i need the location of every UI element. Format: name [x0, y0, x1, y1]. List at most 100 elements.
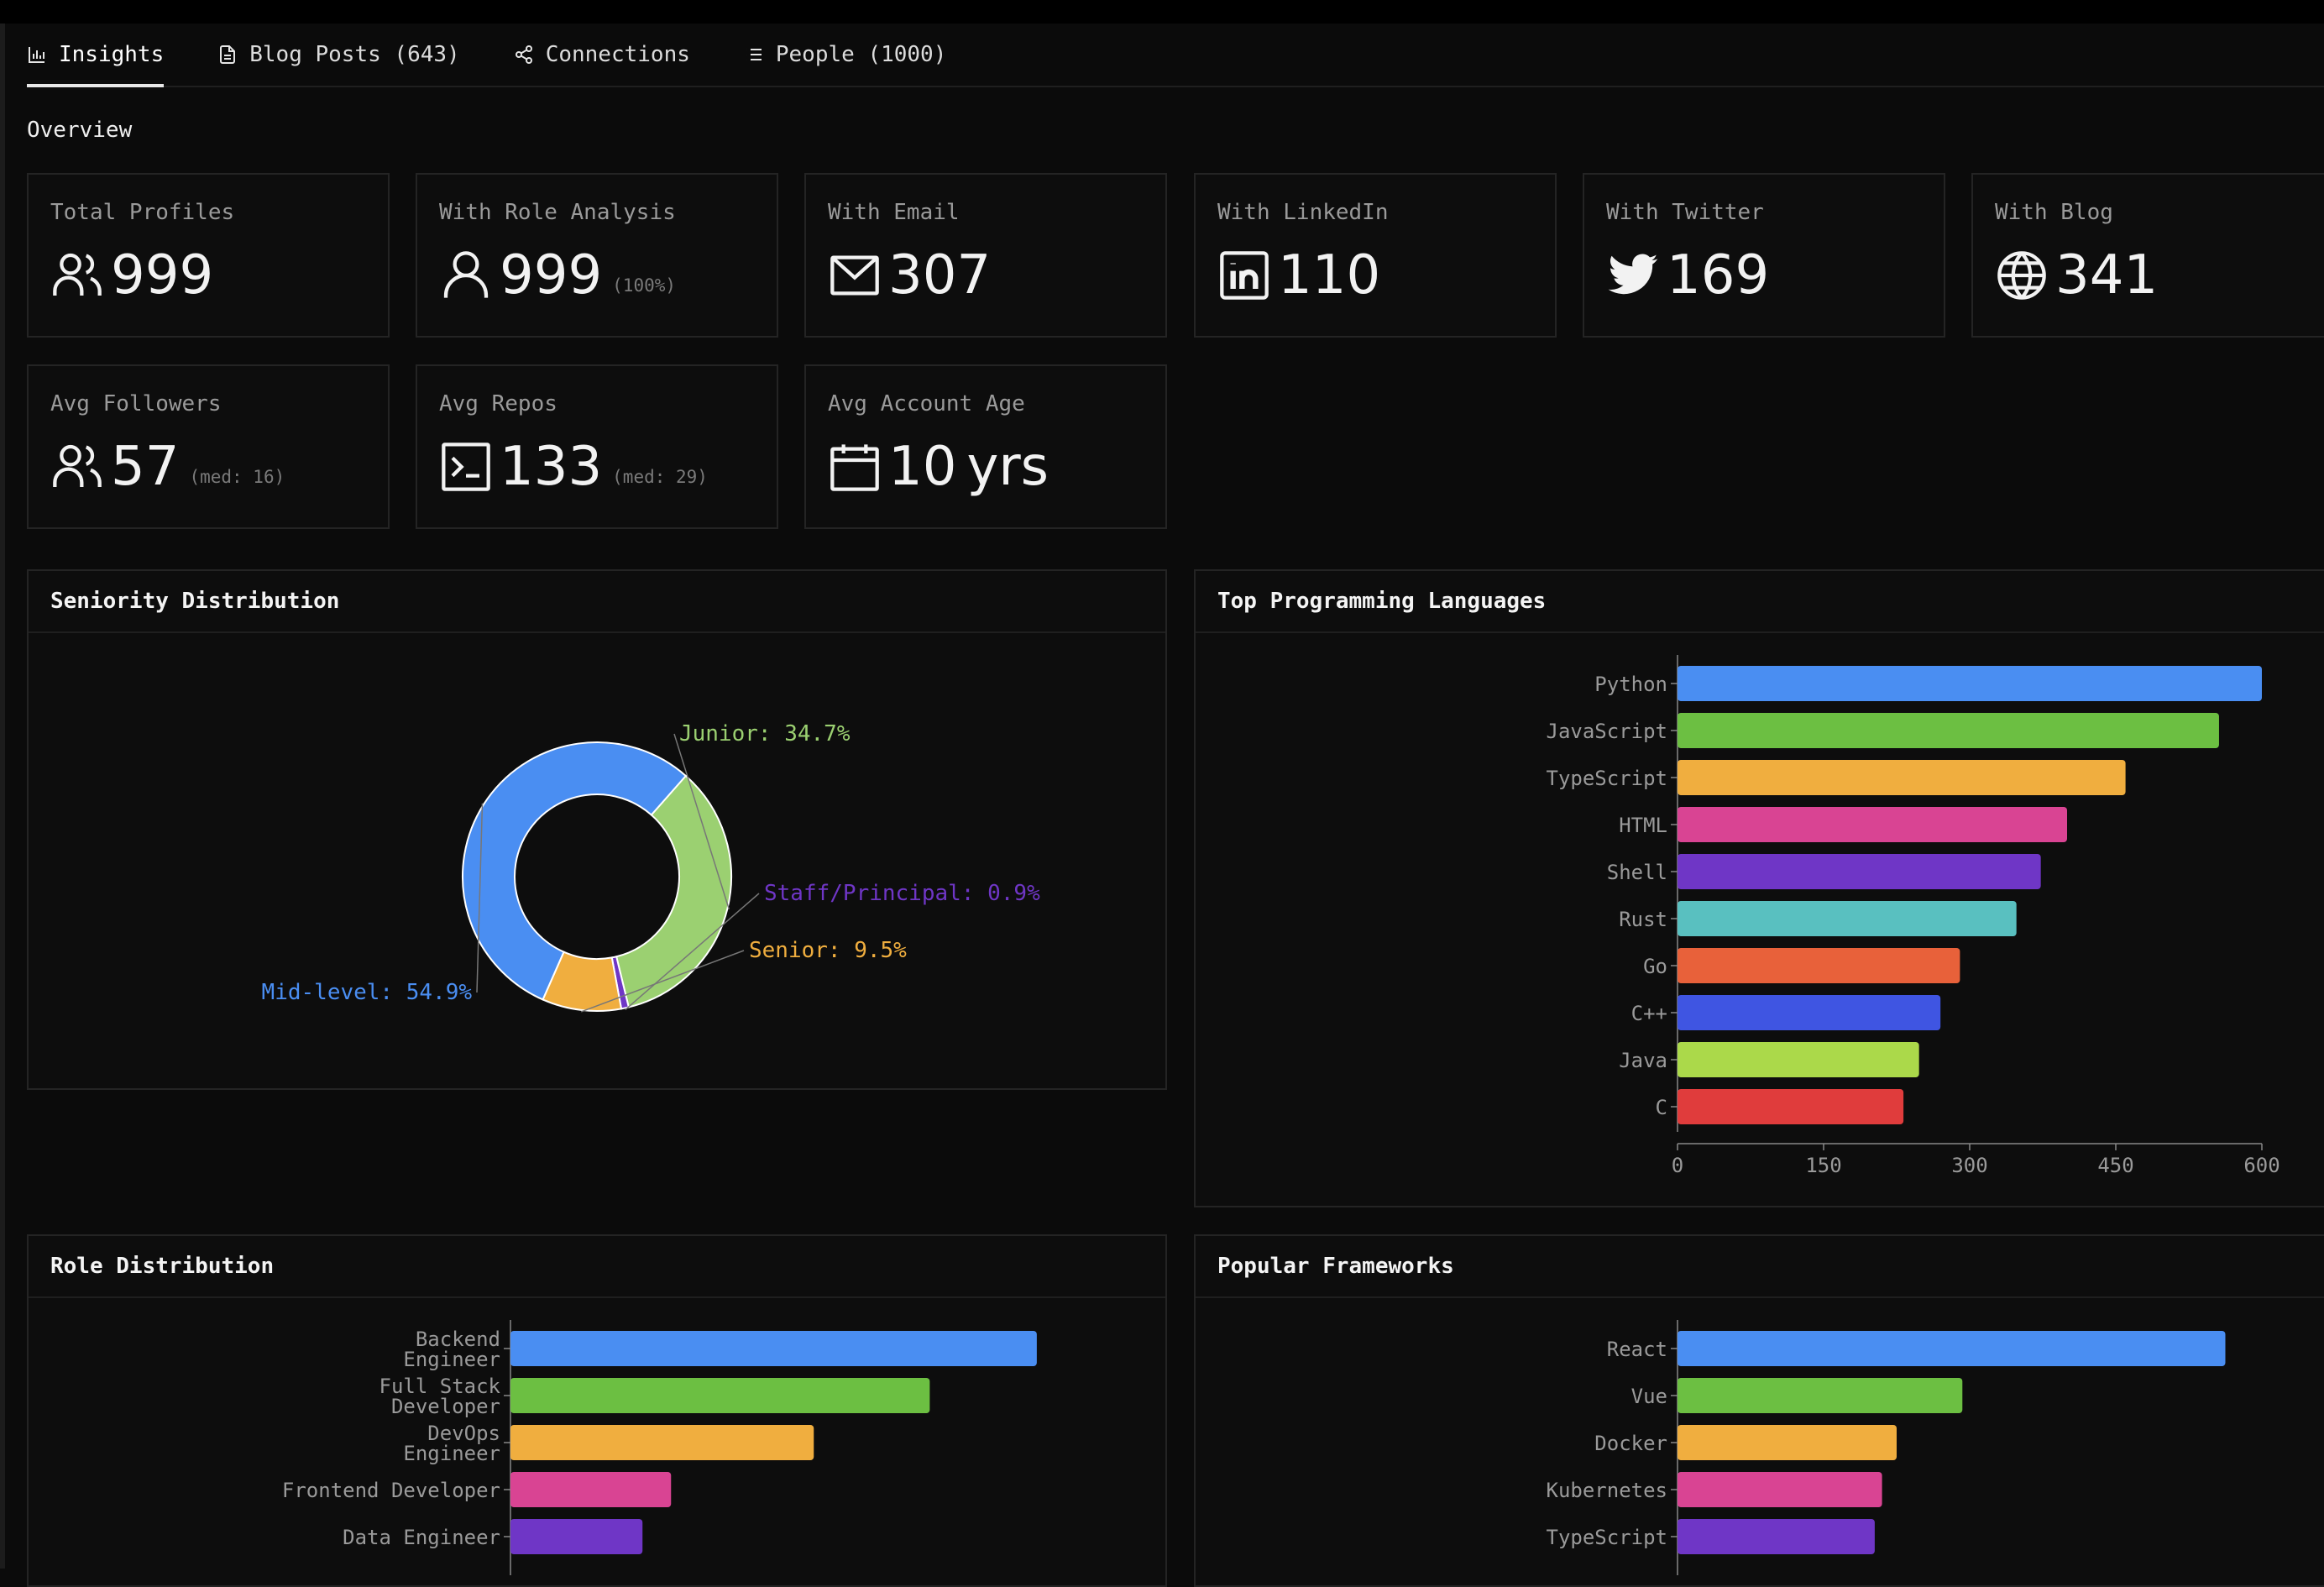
stat-twitter: With Twitter 169 — [1583, 173, 1945, 338]
pie-slice — [462, 741, 688, 1001]
bar — [1678, 854, 2041, 889]
y-tick-label: Python — [1594, 673, 1667, 696]
stat-label: With LinkedIn — [1217, 200, 1389, 225]
y-tick-label: Docker — [1594, 1432, 1667, 1455]
panel-title: Popular Frameworks — [1217, 1254, 1454, 1279]
y-tick-label: HTML — [1619, 814, 1667, 837]
y-tick-label: Shell — [1607, 861, 1667, 884]
y-tick-label: Developer — [391, 1395, 500, 1418]
stat-label: With Blog — [1995, 200, 2113, 225]
bar — [1678, 1472, 1882, 1507]
bar — [1678, 1378, 1963, 1413]
bar — [1678, 1331, 2226, 1366]
y-tick-label: Vue — [1631, 1385, 1667, 1408]
pie-leader-line — [580, 950, 745, 1013]
bar — [1678, 1042, 1919, 1077]
stat-value: 341 — [2055, 244, 2159, 306]
stat-value: 999 — [500, 244, 603, 306]
tab-insights[interactable]: Insights — [27, 24, 165, 87]
y-tick-label: Kubernetes — [1547, 1479, 1668, 1502]
y-tick-label: C — [1656, 1096, 1667, 1119]
left-edge — [0, 24, 5, 1569]
y-tick-label: TypeScript — [1547, 767, 1668, 790]
stat-avg-repos: Avg Repos 133 (med: 29) — [416, 364, 778, 529]
x-tick-label: 0 — [1672, 1154, 1683, 1177]
globe-icon — [1997, 251, 2046, 300]
calendar-icon — [830, 444, 879, 491]
x-tick-label: 600 — [2243, 1154, 2280, 1177]
users-icon — [53, 253, 102, 296]
document-icon — [220, 45, 236, 64]
stat-subtext: (100%) — [612, 275, 677, 296]
y-tick-label: Engineer — [403, 1348, 500, 1371]
mail-icon — [830, 255, 879, 296]
list-icon — [746, 49, 762, 60]
stat-value: 999 — [111, 244, 214, 306]
stat-value: 169 — [1667, 244, 1770, 306]
stat-label: Avg Account Age — [828, 391, 1025, 416]
pie-leader-line — [673, 733, 730, 910]
panel-divider — [29, 1296, 1165, 1298]
bar — [510, 1472, 672, 1507]
y-tick-label: Rust — [1619, 908, 1667, 931]
y-tick-label: Java — [1619, 1049, 1667, 1072]
y-tick-label: React — [1607, 1338, 1667, 1361]
seniority-donut-chart: Junior: 34.7% Staff/Principal: 0.9% Senior… — [262, 721, 1040, 1013]
tab-label: Insights — [59, 42, 165, 67]
stat-value: 133 — [500, 436, 603, 498]
bar — [1678, 713, 2219, 748]
stat-account-age: Avg Account Age 10 yrs — [804, 364, 1167, 529]
x-tick-label: 150 — [1805, 1154, 1841, 1177]
tab-label: Blog Posts (643) — [249, 42, 460, 67]
frameworks-panel: Popular Frameworks React Vue Docker Kuberne… — [1194, 1234, 2324, 1587]
stat-email: With Email 307 — [804, 173, 1167, 338]
stat-label: Avg Followers — [50, 391, 222, 416]
bar — [510, 1378, 930, 1413]
users-icon — [53, 444, 102, 487]
tab-people[interactable]: People (1000) — [744, 24, 946, 86]
panel-title: Top Programming Languages — [1217, 589, 1547, 614]
pie-leader-line — [476, 803, 484, 993]
window-top-bar — [0, 0, 2324, 24]
y-tick-label: Backend — [416, 1328, 500, 1351]
stat-blog: With Blog 341 — [1971, 173, 2324, 338]
pie-label: Staff/Principal: 0.9% — [764, 881, 1040, 906]
pie-leader-line — [625, 893, 760, 1010]
pie-label: Junior: 34.7% — [679, 721, 851, 746]
tab-blog-posts[interactable]: Blog Posts (643) — [217, 24, 460, 86]
stat-label: Avg Repos — [439, 391, 557, 416]
bar — [510, 1425, 814, 1460]
panel-divider — [1196, 631, 2324, 633]
y-tick-label: Frontend Developer — [282, 1479, 500, 1502]
stat-subtext: (med: 16) — [189, 467, 285, 487]
bar — [1678, 901, 2017, 936]
panel-title: Seniority Distribution — [50, 589, 340, 614]
y-tick-label: JavaScript — [1547, 720, 1668, 743]
panel-title: Role Distribution — [50, 1254, 275, 1279]
panel-divider — [1196, 1296, 2324, 1298]
stat-avg-followers: Avg Followers 57 (med: 16) — [27, 364, 390, 529]
stat-unit: yrs — [966, 436, 1049, 498]
stat-linkedin: With LinkedIn 110 — [1194, 173, 1557, 338]
stat-value: 10 — [888, 436, 957, 498]
languages-panel: Top Programming Languages Python JavaScri… — [1194, 569, 2324, 1207]
linkedin-icon — [1220, 251, 1269, 300]
panel-divider — [29, 631, 1165, 633]
stat-value: 307 — [888, 244, 992, 306]
stat-value: 57 — [111, 436, 180, 498]
roles-panel: Role Distribution Backend Engineer Full St… — [27, 1234, 1167, 1587]
y-tick-label: DevOps — [427, 1422, 500, 1445]
tab-label: Connections — [545, 42, 690, 67]
stat-total-profiles: Total Profiles 999 — [27, 173, 390, 338]
stat-label: With Role Analysis — [439, 200, 676, 225]
twitter-icon — [1608, 254, 1658, 295]
bar — [1678, 1089, 1904, 1124]
x-tick-label: 450 — [2097, 1154, 2133, 1177]
bar — [1678, 1425, 1897, 1460]
stat-subtext: (med: 29) — [612, 467, 708, 487]
tab-connections[interactable]: Connections — [514, 24, 690, 86]
bar — [1678, 948, 1960, 983]
terminal-icon — [442, 443, 490, 491]
stat-label: With Email — [828, 200, 960, 225]
bar — [1678, 807, 2067, 842]
